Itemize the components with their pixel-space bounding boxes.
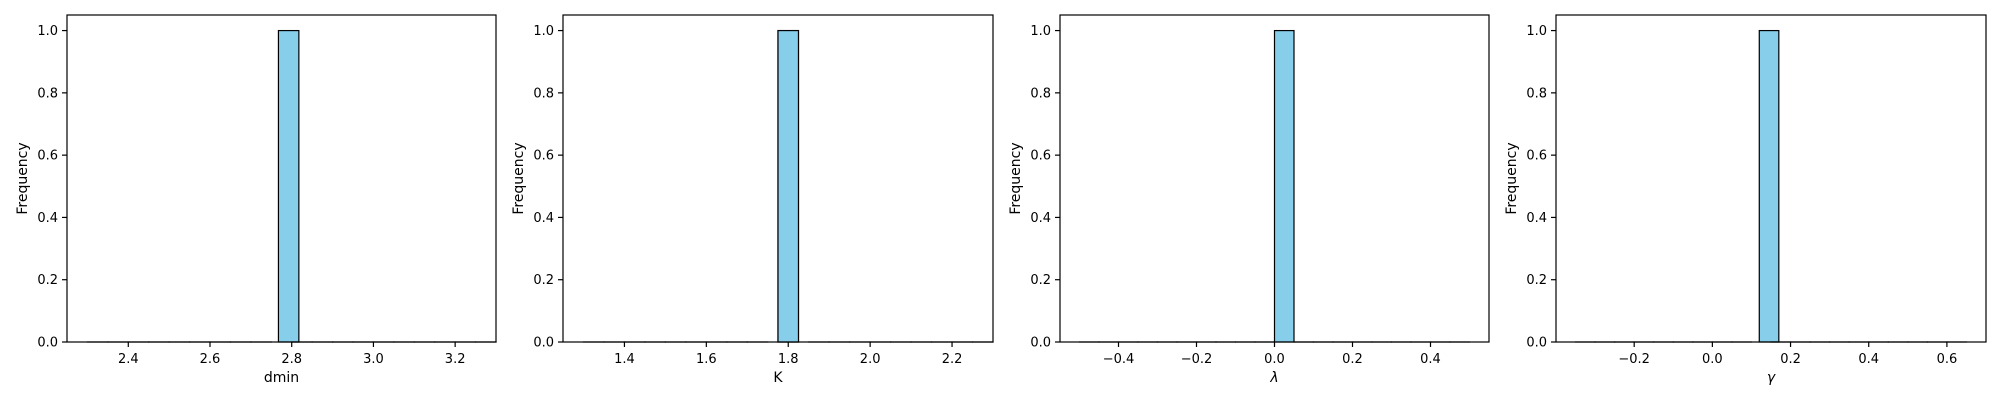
y-tick-label: 0.2: [1526, 273, 1547, 288]
x-tick-label: 3.2: [445, 352, 466, 367]
y-tick-label: 0.8: [1030, 86, 1051, 101]
x-tick-label: 2.6: [200, 352, 221, 367]
y-axis-label: Frequency: [511, 142, 527, 214]
x-tick-label: 1.6: [696, 352, 717, 367]
x-tick-label: −0.2: [1618, 352, 1650, 367]
y-tick-label: 0.0: [1526, 336, 1547, 351]
histogram-bar: [777, 29, 800, 343]
x-tick-label: 2.4: [118, 352, 139, 367]
x-axis-label: K: [773, 370, 783, 386]
y-tick-label: 1.0: [1526, 24, 1547, 39]
y-tick-label: 0.0: [1030, 336, 1051, 351]
y-tick-label: 1.0: [533, 24, 554, 39]
axes-frame: [1555, 14, 1987, 343]
histogram-bar: [1758, 29, 1780, 343]
x-tick-label: 0.6: [1937, 352, 1958, 367]
y-tick-label: 0.4: [533, 211, 554, 226]
axes-frame: [66, 14, 497, 343]
y-tick-label: 0.0: [37, 336, 58, 351]
histogram-panel-1: 2.4 2.6 2.8 3.0 3.2 0.0 0.2 0.4 0.6 0.8 1.0 dmin Fre…: [15, 14, 497, 386]
histogram-panel-4: −0.2 0.0 0.2 0.4 0.6 0.0 0.2 0.4 0.6 0.8 1.0 γ Frequ…: [1504, 14, 1987, 386]
histogram-bar: [1273, 29, 1295, 343]
histogram-bar: [277, 29, 300, 343]
y-tick-label: 0.8: [533, 86, 554, 101]
x-tick-label: 0.0: [1264, 352, 1285, 367]
x-tick-label: 2.0: [860, 352, 881, 367]
y-tick-label: 0.2: [37, 273, 58, 288]
y-axis-label: Frequency: [1008, 142, 1024, 214]
y-tick-label: 1.0: [1030, 24, 1051, 39]
x-tick-label: 0.4: [1858, 352, 1879, 367]
x-tick-label: 0.4: [1420, 352, 1441, 367]
x-tick-label: 0.0: [1702, 352, 1723, 367]
y-tick-label: 0.4: [1030, 211, 1051, 226]
y-tick-label: 0.8: [1526, 86, 1547, 101]
y-tick-label: 0.8: [37, 86, 58, 101]
y-tick-label: 0.4: [37, 211, 58, 226]
y-tick-label: 0.6: [1526, 149, 1547, 164]
x-tick-label: 2.2: [942, 352, 963, 367]
y-tick-label: 0.6: [533, 149, 554, 164]
x-tick-label: 2.8: [281, 352, 302, 367]
x-tick-label: −0.4: [1103, 352, 1135, 367]
y-axis-label: Frequency: [15, 142, 31, 214]
y-tick-label: 1.0: [37, 24, 58, 39]
x-tick-label: 0.2: [1780, 352, 1801, 367]
y-axis-label: Frequency: [1504, 142, 1520, 214]
y-tick-label: 0.0: [533, 336, 554, 351]
x-axis-label: dmin: [264, 370, 299, 386]
y-tick-label: 0.6: [37, 149, 58, 164]
x-tick-label: −0.2: [1181, 352, 1213, 367]
x-axis-label: λ: [1269, 370, 1278, 386]
y-tick-label: 0.6: [1030, 149, 1051, 164]
histogram-panel-3: −0.4 −0.2 0.0 0.2 0.4 0.0 0.2 0.4 0.6 0.8 1.0 λ Freq…: [1008, 14, 1490, 386]
x-axis-label: γ: [1767, 370, 1776, 386]
y-tick-label: 0.4: [1526, 211, 1547, 226]
histogram-panel-2: 1.4 1.6 1.8 2.0 2.2 0.0 0.2 0.4 0.6 0.8 1.0 K Freque…: [511, 14, 994, 386]
x-tick-label: 3.0: [363, 352, 384, 367]
x-tick-label: 1.4: [614, 352, 635, 367]
axes-frame: [562, 14, 994, 343]
y-tick-label: 0.2: [1030, 273, 1051, 288]
x-tick-label: 1.8: [778, 352, 799, 367]
y-tick-label: 0.2: [533, 273, 554, 288]
x-tick-label: 0.2: [1342, 352, 1363, 367]
